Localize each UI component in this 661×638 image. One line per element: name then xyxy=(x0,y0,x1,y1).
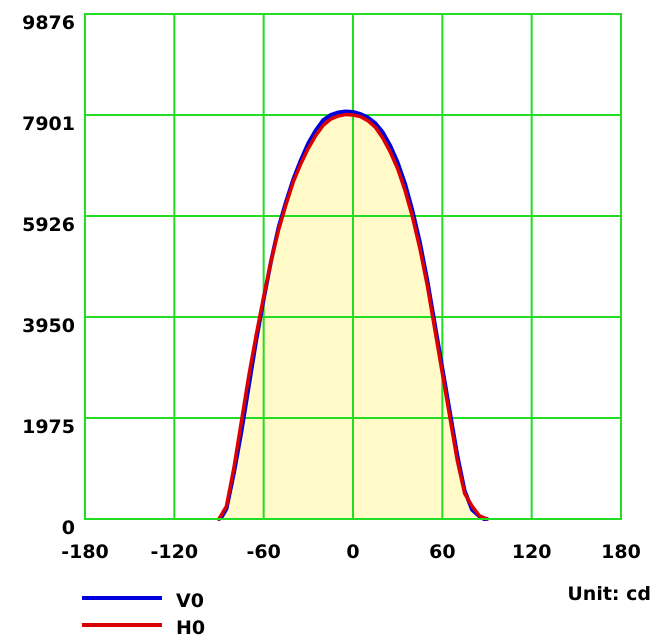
x-tick-label: -180 xyxy=(61,541,109,563)
y-tick-label: 7901 xyxy=(22,113,75,135)
y-tick-labels: 0 1975 3950 5926 7901 9876 xyxy=(22,12,75,539)
series-lines xyxy=(217,109,489,521)
unit-label: Unit: cd xyxy=(567,583,651,605)
x-tick-label: 120 xyxy=(512,541,552,563)
x-tick-label: 180 xyxy=(601,541,641,563)
plot-border xyxy=(84,13,622,520)
x-tick-label: 60 xyxy=(429,541,455,563)
plot-frame xyxy=(84,13,622,520)
x-tick-label: 0 xyxy=(346,541,359,563)
y-tick-label: 5926 xyxy=(22,214,75,236)
x-tick-label: -120 xyxy=(151,541,199,563)
x-tick-label: -60 xyxy=(247,541,281,563)
x-tick-labels: -180 -120 -60 0 60 120 180 xyxy=(61,541,641,563)
y-tick-label: 1975 xyxy=(22,416,75,438)
y-tick-label: 0 xyxy=(62,517,75,539)
legend-label-h0: H0 xyxy=(176,617,205,638)
y-tick-label: 3950 xyxy=(22,315,75,337)
grid xyxy=(84,13,622,520)
series-line-h0 xyxy=(217,112,489,521)
y-tick-label: 9876 xyxy=(22,12,75,34)
legend-label-v0: V0 xyxy=(176,590,204,612)
